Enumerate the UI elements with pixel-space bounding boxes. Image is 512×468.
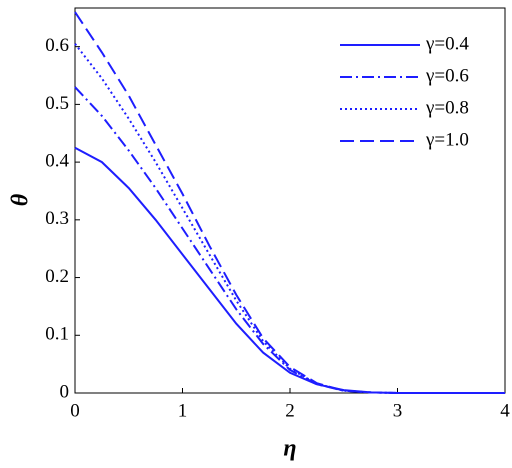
x-tick-label: 3 (393, 400, 403, 421)
x-tick-label: 2 (285, 400, 295, 421)
series-line (74, 146, 505, 394)
legend-label: γ=0.4 (425, 33, 469, 54)
legend-label: γ=1.0 (425, 129, 469, 150)
y-tick-label: 0.4 (45, 150, 69, 171)
legend-label: γ=0.6 (425, 65, 469, 86)
series-line (74, 43, 505, 394)
series-line (74, 86, 505, 394)
y-tick-label: 0.1 (45, 324, 69, 345)
series-line (74, 11, 505, 394)
legend-label: γ=0.8 (425, 97, 469, 118)
x-tick-label: 0 (70, 400, 80, 421)
y-tick-label: 0.6 (45, 35, 69, 56)
y-tick-label: 0 (60, 381, 70, 402)
x-tick-label: 4 (500, 400, 510, 421)
y-tick-label: 0.3 (45, 208, 69, 229)
x-axis-title: η (283, 436, 296, 462)
y-tick-label: 0.5 (45, 93, 69, 114)
y-axis-title: θ (8, 193, 34, 206)
y-tick-label: 0.2 (45, 266, 69, 287)
x-tick-label: 1 (178, 400, 188, 421)
